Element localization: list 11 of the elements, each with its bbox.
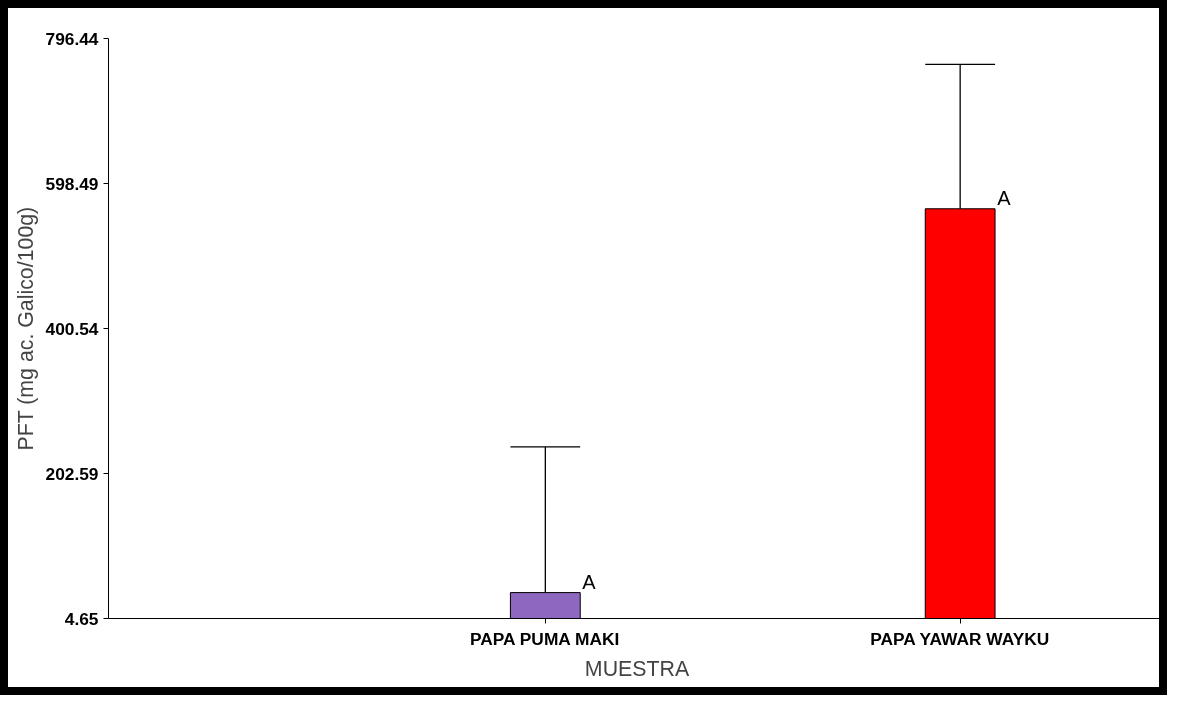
y-tick-label: 4.65 xyxy=(64,608,99,629)
y-tick-label: 598.49 xyxy=(45,173,99,194)
x-tick-label: PAPA YAWAR WAYKU xyxy=(870,628,1050,649)
x-tick-label: PAPA PUMA MAKI xyxy=(470,628,620,649)
y-tick-label: 202.59 xyxy=(45,463,99,484)
x-axis-title: MUESTRA xyxy=(584,656,690,681)
annotation: A xyxy=(582,570,597,593)
y-tick-label: 796.44 xyxy=(45,28,99,49)
y-tick-label: 400.54 xyxy=(45,318,99,339)
y-axis-title: PFT (mg ac. Galico/100g) xyxy=(13,206,38,451)
annotation: A xyxy=(997,186,1012,209)
